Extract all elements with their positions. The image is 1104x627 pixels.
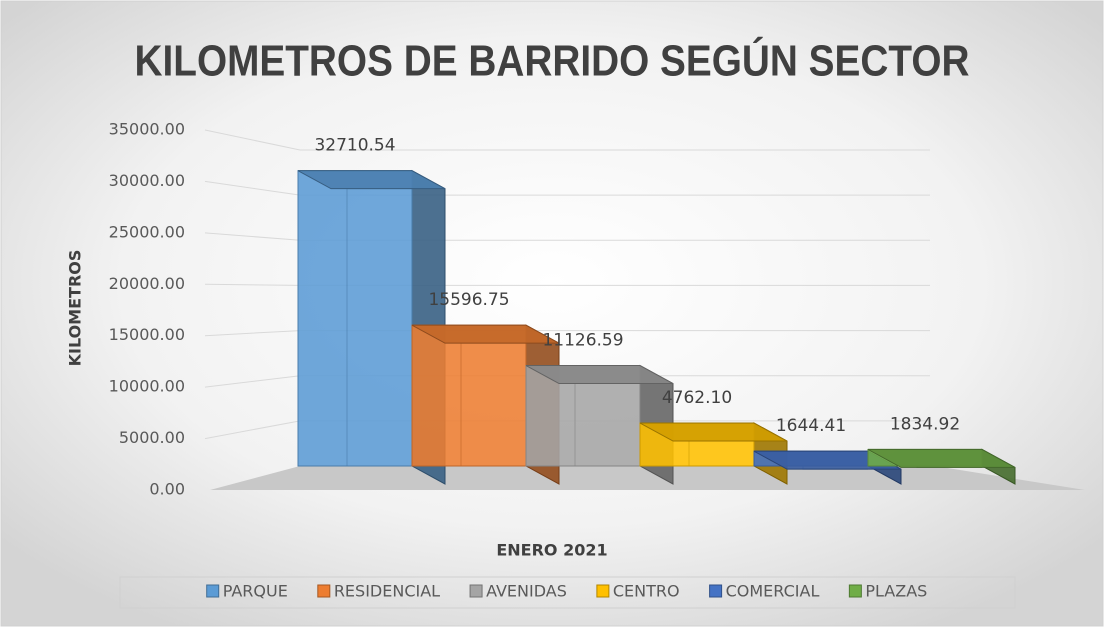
bar-top — [411, 324, 560, 344]
data-label: 1834.92 — [890, 414, 960, 434]
grid-line — [204, 129, 930, 151]
legend-swatch — [848, 584, 862, 598]
y-tick-label: 25000.00 — [109, 222, 185, 241]
bar-top — [753, 450, 902, 470]
legend-label: PARQUE — [223, 582, 288, 601]
bar — [411, 324, 527, 467]
chart-title: KILOMETROS DE BARRIDO SEGÚN SECTOR — [135, 36, 970, 86]
legend-label: PLAZAS — [865, 582, 927, 601]
legend-swatch — [206, 584, 220, 598]
bar — [297, 170, 413, 467]
legend-swatch — [317, 584, 331, 598]
y-tick-label: 35000.00 — [109, 120, 185, 139]
legend-label: RESIDENCIAL — [334, 582, 440, 601]
data-label: 32710.54 — [314, 136, 395, 156]
y-tick-label: 30000.00 — [109, 171, 185, 190]
x-axis-label: ENERO 2021 — [496, 541, 607, 560]
bar-top — [867, 448, 1016, 468]
bar-top — [639, 422, 788, 442]
y-tick-label: 5000.00 — [119, 428, 185, 447]
y-tick-label: 15000.00 — [109, 325, 185, 344]
legend-swatch — [709, 584, 723, 598]
data-label: 11126.59 — [542, 331, 623, 351]
bar-top — [525, 365, 674, 385]
legend-swatch — [596, 584, 610, 598]
y-tick-label: 20000.00 — [109, 274, 185, 293]
y-tick-label: 0.00 — [149, 480, 185, 499]
data-label: 4762.10 — [662, 388, 732, 408]
legend-frame — [119, 576, 1016, 609]
legend-label: CENTRO — [613, 582, 680, 601]
legend-label: AVENIDAS — [486, 582, 567, 601]
y-tick-label: 10000.00 — [109, 377, 185, 396]
bar-top — [297, 170, 446, 190]
data-label: 1644.41 — [776, 416, 846, 436]
y-axis-label: KILOMETROS — [66, 250, 85, 367]
legend-swatch — [469, 584, 483, 598]
data-label: 15596.75 — [428, 290, 509, 310]
legend-label: COMERCIAL — [726, 582, 820, 601]
